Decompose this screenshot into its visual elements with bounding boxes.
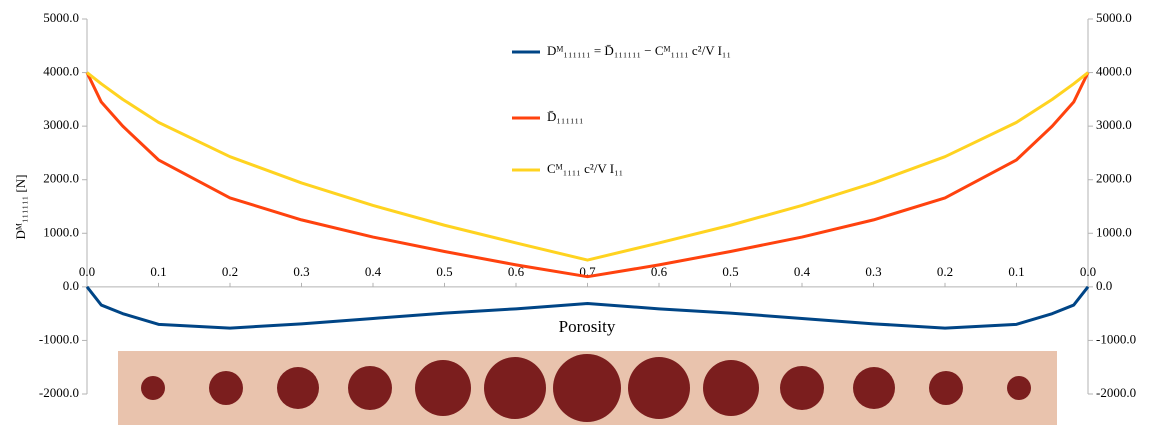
y2-tick-label: 3000.0 (1096, 117, 1132, 132)
y-tick-label: -2000.0 (39, 385, 79, 400)
x-tick-label: 0.2 (222, 264, 238, 279)
y2-tick-label: -2000.0 (1096, 385, 1136, 400)
chart: Porosity Dᴹ₁₁₁₁₁₁ [N] -2000.0 -1000.0 0.0 1… (0, 0, 1151, 425)
y-tick-label: -1000.0 (39, 331, 79, 346)
x-tick-label: 0.1 (150, 264, 166, 279)
pore (853, 367, 895, 409)
pore (484, 357, 546, 419)
y-tick-label: 3000.0 (43, 117, 79, 132)
x-tick-label: 0.0 (79, 264, 95, 279)
pore (703, 360, 759, 416)
pore (1007, 376, 1031, 400)
legend-label: Cᴹ₁₁₁₁ c²/V I₁₁ (547, 161, 623, 176)
x-tick-label: 0.2 (937, 264, 953, 279)
pore (553, 354, 621, 422)
pore (415, 360, 471, 416)
x-tick-label: 0.5 (436, 264, 452, 279)
x-tick-label: 0.1 (1008, 264, 1024, 279)
pore (277, 367, 319, 409)
pore (628, 357, 690, 419)
x-tick-label: 0.4 (794, 264, 811, 279)
y-tick-label: 0.0 (63, 278, 79, 293)
y-tick-label: 5000.0 (43, 10, 79, 25)
y-axis-title: Dᴹ₁₁₁₁₁₁ [N] (13, 175, 28, 240)
y2-tick-label: 2000.0 (1096, 171, 1132, 186)
y-tick-label: 2000.0 (43, 171, 79, 186)
x-axis-title: Porosity (559, 317, 616, 336)
pore (209, 371, 243, 405)
legend-label: Dᴹ₁₁₁₁₁₁ = D̄₁₁₁₁₁₁ − Cᴹ₁₁₁₁ c²/V I₁₁ (547, 43, 731, 58)
y-tick-label: 1000.0 (43, 224, 79, 239)
x-tick-label: 0.5 (722, 264, 738, 279)
x-tick-label: 0.0 (1080, 264, 1096, 279)
pore (929, 371, 963, 405)
y-tick-label: 4000.0 (43, 64, 79, 79)
y2-tick-label: 5000.0 (1096, 10, 1132, 25)
y2-tick-label: 0.0 (1096, 278, 1112, 293)
pore (780, 366, 824, 410)
pore (348, 366, 392, 410)
y2-tick-label: 1000.0 (1096, 224, 1132, 239)
page: {"chart_data": {"type": "line", "x_label… (0, 0, 1151, 425)
x-tick-label: 0.4 (365, 264, 382, 279)
x-tick-label: 0.3 (293, 264, 309, 279)
y2-tick-label: -1000.0 (1096, 331, 1136, 346)
pore (141, 376, 165, 400)
y2-tick-label: 4000.0 (1096, 64, 1132, 79)
pore-strip (118, 351, 1057, 425)
x-tick-label: 0.3 (865, 264, 881, 279)
legend-label: D̄₁₁₁₁₁₁ (547, 109, 584, 124)
